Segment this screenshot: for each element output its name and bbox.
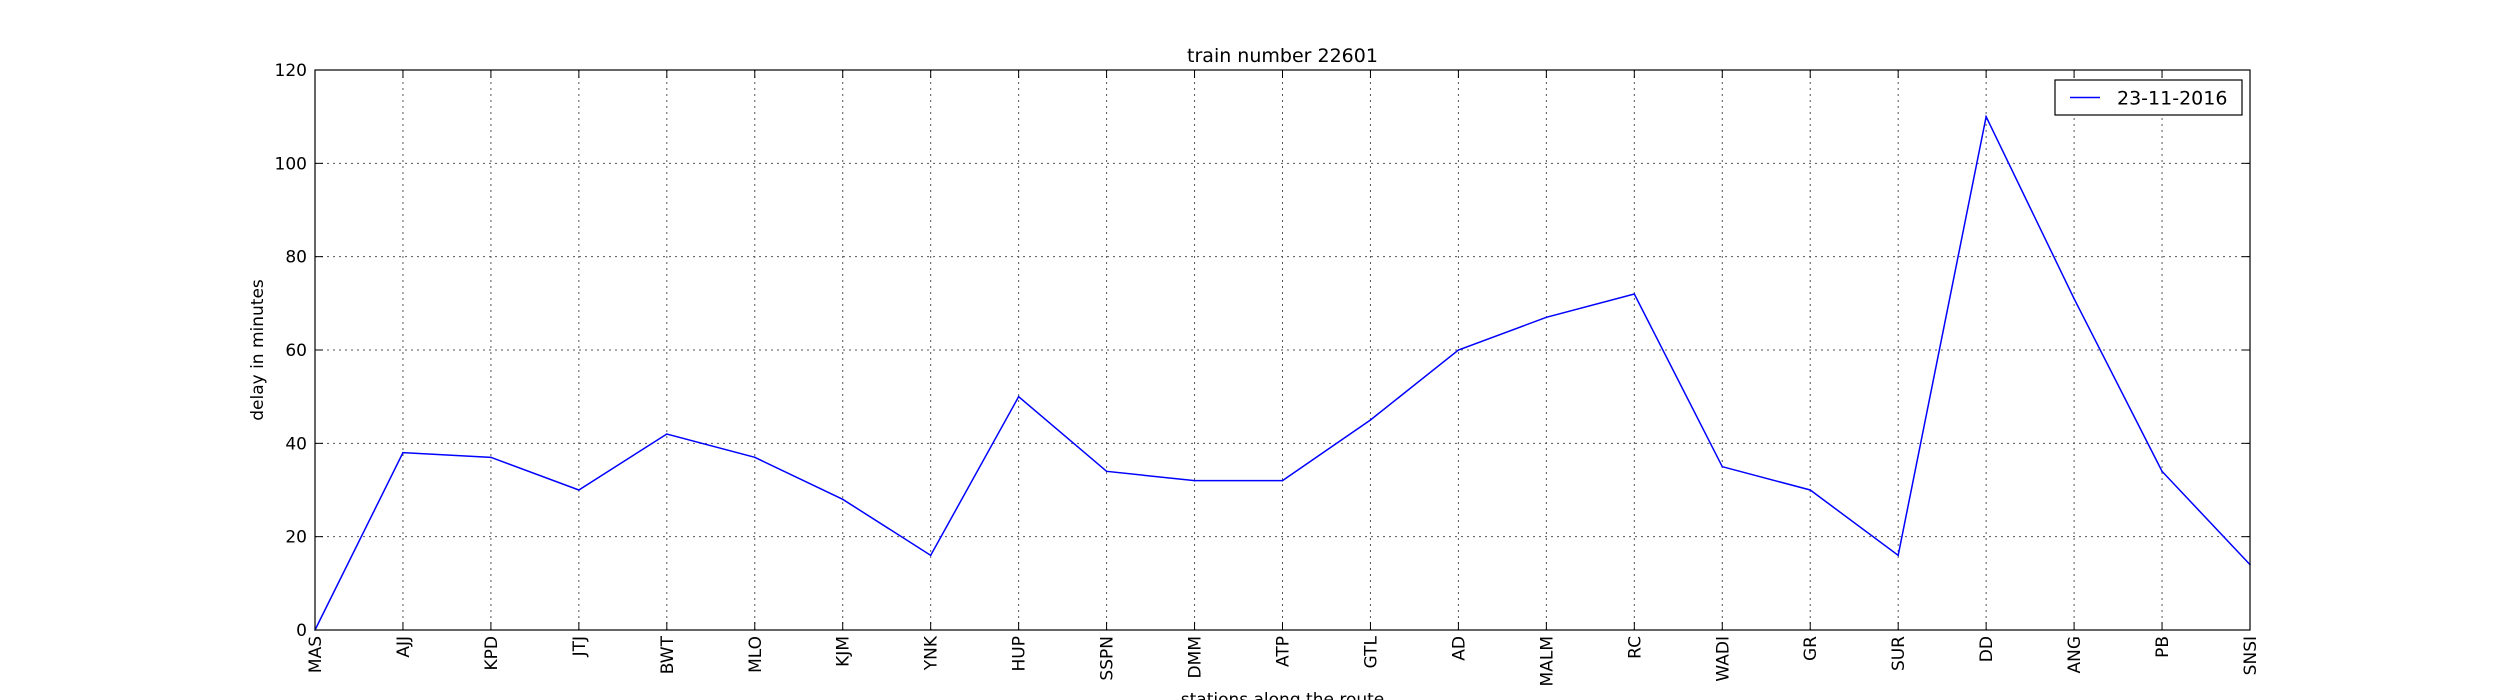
data-point	[841, 498, 844, 501]
data-point	[402, 451, 404, 454]
data-point	[1545, 316, 1548, 319]
x-tick-label: GTL	[1361, 635, 1381, 668]
x-tick-label: AJJ	[394, 636, 414, 658]
x-tick-label: HUP	[1010, 636, 1030, 671]
y-axis-title: delay in minutes	[248, 279, 268, 421]
x-tick-label: PB	[2153, 636, 2173, 658]
x-tick-label: ANG	[2065, 636, 2085, 674]
data-point	[2073, 297, 2075, 300]
data-point	[1369, 419, 1372, 421]
data-point	[578, 489, 580, 491]
data-point	[2161, 470, 2163, 473]
data-point	[666, 433, 668, 435]
x-tick-label: KJM	[834, 636, 854, 667]
x-tick-label: DD	[1977, 636, 1997, 662]
x-tick-label: AD	[1449, 636, 1469, 661]
y-tick-label: 0	[296, 621, 307, 641]
data-point	[753, 456, 756, 459]
data-point	[1281, 479, 1284, 482]
x-tick-label: MALM	[1537, 636, 1557, 686]
y-tick-label: 20	[285, 528, 307, 548]
legend-label: 23-11-2016	[2117, 88, 2227, 110]
data-point	[1457, 349, 1460, 351]
x-tick-label: BWT	[658, 635, 678, 674]
x-axis-title: stations along the route	[1181, 690, 1385, 700]
x-axis-ticks: MAS AJJ KPD JTJ BWT MLO KJM YNK HUP SSPN DMM ATP GTL…	[306, 70, 2261, 686]
y-axis-ticks: 0 20 40 60 80 100 120	[275, 61, 2250, 641]
data-point	[1985, 115, 1987, 118]
x-tick-label: SSPN	[1098, 636, 1118, 681]
legend: 23-11-2016	[2054, 79, 2243, 116]
y-tick-label: 100	[275, 154, 307, 174]
y-tick-label: 40	[285, 434, 307, 454]
x-tick-label: WADI	[1713, 636, 1733, 682]
y-tick-label: 120	[275, 61, 307, 81]
series-lines	[314, 114, 2251, 631]
x-tick-label: MAS	[306, 636, 326, 673]
x-tick-label: KPD	[482, 636, 502, 671]
data-point	[1193, 479, 1196, 482]
data-point	[490, 456, 492, 459]
x-tick-label: ATP	[1274, 636, 1294, 667]
x-tick-label: GR	[1801, 636, 1821, 661]
data-point	[929, 554, 932, 557]
x-tick-label: RC	[1625, 636, 1645, 659]
x-tick-label: MLO	[746, 636, 766, 673]
data-point	[1721, 465, 1724, 468]
data-point	[1017, 395, 1020, 398]
x-tick-label: YNK	[922, 635, 942, 671]
y-tick-label: 60	[285, 341, 307, 361]
data-point	[1105, 470, 1108, 473]
x-tick-label: JTJ	[570, 636, 590, 657]
data-point	[1633, 293, 1636, 295]
data-point	[1809, 489, 1812, 491]
chart-title: train number 22601	[1187, 45, 1378, 67]
grid-lines	[315, 70, 2250, 630]
y-tick-label: 80	[285, 248, 307, 268]
x-tick-label: SNSI	[2241, 636, 2261, 675]
x-tick-label: DMM	[1186, 636, 1206, 678]
data-point	[1897, 554, 1899, 557]
x-tick-label: SUR	[1889, 636, 1909, 671]
